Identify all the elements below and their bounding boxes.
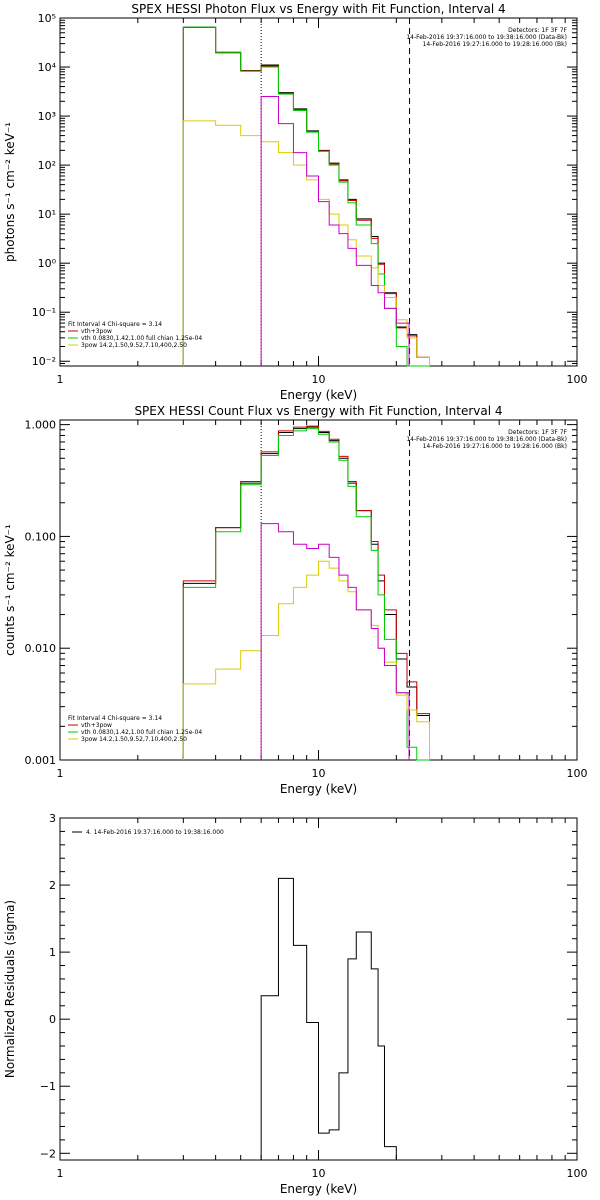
legend-entry: vth+3pow — [81, 328, 112, 335]
legend-header: Fit Interval 4 Chi-square = 3.14 — [68, 321, 162, 328]
info-line-background-interval: 14-Feb-2016 19:27:16.000 to 19:28:16.000… — [423, 41, 567, 48]
y-tick-label: −1 — [40, 1080, 56, 1093]
y-axis-label: photons s⁻¹ cm⁻² keV⁻¹ — [3, 122, 17, 262]
y-axis-label: counts s⁻¹ cm⁻² keV⁻¹ — [3, 524, 17, 656]
y-tick-label: 10¹ — [38, 208, 56, 221]
y-tick-label: 10³ — [38, 110, 56, 123]
legend-entry: vth 0.0830,1.42,1.00 full chian 1.25e-04 — [81, 729, 202, 736]
legend-entry: vth+3pow — [81, 722, 112, 729]
y-tick-label: 1.000 — [25, 419, 57, 432]
info-line-background-interval: 14-Feb-2016 19:27:16.000 to 19:28:16.000… — [423, 443, 567, 450]
residuals-panel: Energy (keV) Normalized Residuals (sigma… — [3, 812, 588, 1196]
legend-header: Fit Interval 4 Chi-square = 3.14 — [68, 715, 162, 722]
y-tick-label: 10⁻¹ — [32, 306, 56, 319]
y-tick-label: 0.010 — [25, 642, 57, 655]
series-line-0 — [182, 426, 431, 760]
legend-entry: vth 0.0830,1.42,1.00 full chian 1.25e-04 — [81, 335, 202, 342]
series-line-2 — [182, 428, 430, 761]
x-tick-label: 1 — [57, 1167, 64, 1180]
x-axis-label: Energy (keV) — [280, 388, 357, 402]
series-line-0 — [260, 877, 410, 1161]
legend-entry: 3pow 14.2,1.50,9.52,7.10,400,2.50 — [81, 342, 187, 349]
info-line-data-interval: 14-Feb-2016 19:37:16.000 to 19:38:16.000… — [406, 436, 567, 443]
info-line-detectors: Detectors: 1F 3F 7F — [508, 27, 567, 34]
y-tick-label: −2 — [40, 1147, 56, 1160]
y-tick-label: 1 — [49, 946, 56, 959]
y-tick-label: 10⁰ — [38, 257, 57, 270]
x-axis-label: Energy (keV) — [280, 1182, 357, 1196]
y-tick-label: 3 — [49, 812, 56, 825]
count-flux-panel: SPEX HESSI Count Flux vs Energy with Fit… — [3, 404, 588, 796]
y-tick-label: 2 — [49, 879, 56, 892]
photon-flux-panel: SPEX HESSI Photon Flux vs Energy with Fi… — [3, 2, 588, 402]
series-line-4 — [260, 523, 410, 760]
legend-entry: 3pow 14.2,1.50,9.52,7.10,400,2.50 — [81, 736, 187, 743]
series-line-3 — [182, 560, 431, 760]
series-line-0 — [182, 26, 431, 366]
x-tick-label: 10 — [312, 373, 326, 386]
y-tick-label: 10⁻² — [32, 355, 56, 368]
x-tick-label: 100 — [567, 767, 588, 780]
series-line-2 — [182, 26, 430, 367]
x-tick-label: 100 — [567, 373, 588, 386]
x-tick-label: 100 — [567, 1167, 588, 1180]
series-line-4 — [260, 96, 410, 366]
y-tick-label: 10⁵ — [38, 12, 56, 25]
x-axis-label: Energy (keV) — [280, 782, 357, 796]
y-axis-label: Normalized Residuals (sigma) — [3, 900, 17, 1078]
series-line-1 — [182, 27, 431, 366]
x-tick-label: 10 — [312, 1167, 326, 1180]
y-tick-label: 0.001 — [25, 754, 57, 767]
series-line-1 — [182, 425, 431, 760]
y-tick-label: 0.100 — [25, 530, 57, 543]
legend-entry: 4. 14-Feb-2016 19:37:16.000 to 19:38:16.… — [86, 829, 224, 836]
plot-frame — [59, 419, 578, 761]
y-tick-label: 0 — [49, 1013, 56, 1026]
panel-title: SPEX HESSI Count Flux vs Energy with Fit… — [134, 404, 502, 418]
y-tick-label: 10⁴ — [38, 61, 57, 74]
info-line-data-interval: 14-Feb-2016 19:37:16.000 to 19:38:16.000… — [406, 34, 567, 41]
x-tick-label: 1 — [57, 767, 64, 780]
panel-title: SPEX HESSI Photon Flux vs Energy with Fi… — [131, 2, 505, 16]
y-tick-label: 10² — [38, 159, 56, 172]
x-tick-label: 1 — [57, 373, 64, 386]
info-line-detectors: Detectors: 1F 3F 7F — [508, 429, 567, 436]
x-tick-label: 10 — [312, 767, 326, 780]
